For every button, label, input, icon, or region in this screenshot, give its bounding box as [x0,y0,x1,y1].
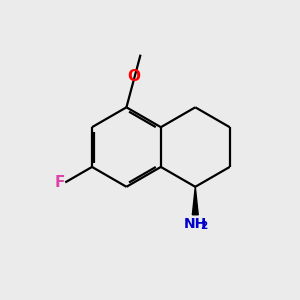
Text: F: F [55,175,65,190]
Text: O: O [128,69,141,84]
Text: 2: 2 [200,221,208,231]
Polygon shape [192,187,198,215]
Text: NH: NH [184,217,207,231]
